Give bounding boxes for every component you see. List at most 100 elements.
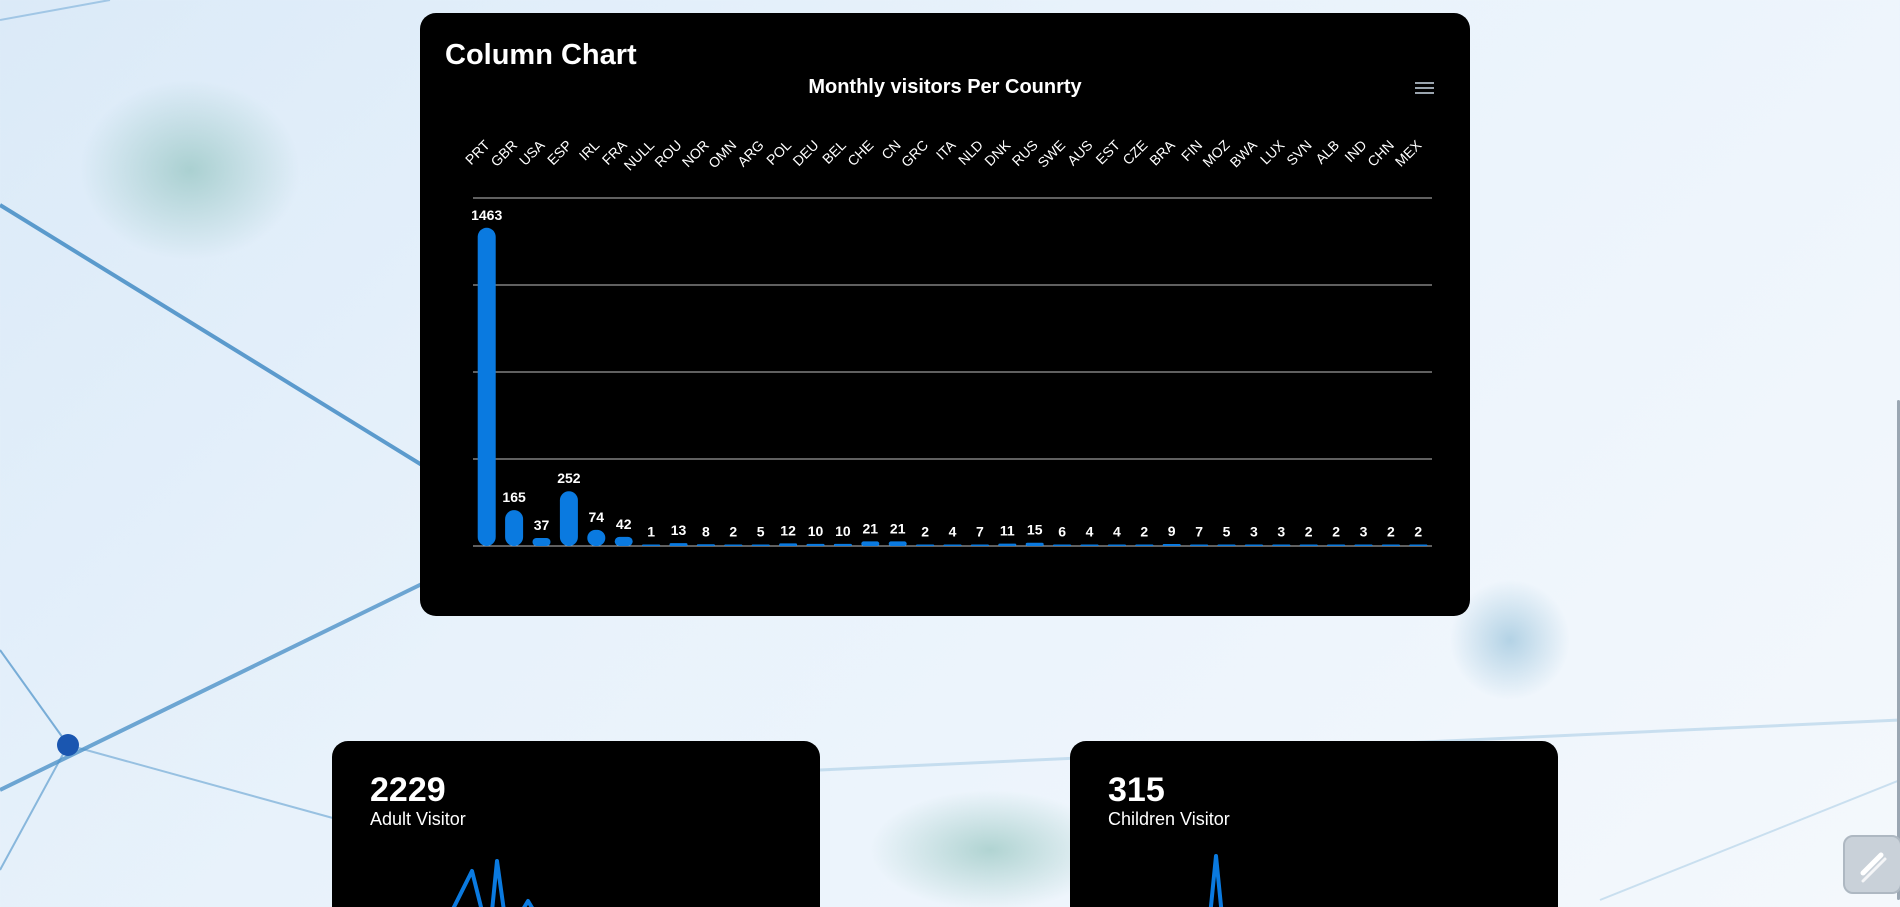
bar-data-label: 7 <box>976 523 984 539</box>
bar-data-label: 2 <box>1332 524 1340 540</box>
x-tick-label: BWA <box>1227 136 1261 170</box>
chart-bar[interactable] <box>1381 544 1400 547</box>
chart-bar[interactable] <box>696 544 715 546</box>
chart-bar[interactable] <box>614 536 633 546</box>
chart-bar[interactable] <box>669 543 688 546</box>
chart-bar[interactable] <box>505 510 524 546</box>
chart-bar[interactable] <box>998 543 1017 546</box>
x-tick-label: NLD <box>955 137 986 168</box>
chart-bar[interactable] <box>1409 544 1428 547</box>
x-tick-label: USA <box>516 136 548 168</box>
bar-data-label: 1463 <box>471 207 502 223</box>
bar-data-label: 15 <box>1027 522 1043 538</box>
bar-data-label: 1 <box>647 524 655 540</box>
chart-bar[interactable] <box>1135 544 1154 547</box>
bar-data-label: 165 <box>502 489 526 505</box>
chart-bar[interactable] <box>724 544 743 547</box>
chart-bar[interactable] <box>642 544 661 547</box>
x-tick-label: CHN <box>1364 137 1397 170</box>
bar-data-label: 37 <box>534 517 550 533</box>
x-tick-label: EST <box>1092 136 1123 167</box>
bar-data-label: 2 <box>921 524 929 540</box>
page-scrollbar[interactable] <box>1896 0 1900 907</box>
chart-bar[interactable] <box>1244 544 1263 547</box>
chart-bar[interactable] <box>1272 544 1291 547</box>
bar-data-label: 12 <box>780 522 796 538</box>
bar-data-label: 2 <box>729 524 737 540</box>
bar-data-label: 4 <box>949 524 957 540</box>
chart-bar[interactable] <box>779 543 798 546</box>
x-tick-label: ALB <box>1312 137 1342 167</box>
bar-data-label: 2 <box>1414 524 1422 540</box>
chart-bar[interactable] <box>532 537 551 546</box>
column-chart-card: Column Chart Monthly visitors Per Counrt… <box>420 13 1470 616</box>
bar-data-label: 9 <box>1168 523 1176 539</box>
x-tick-label: BEL <box>819 137 849 167</box>
bar-data-label: 252 <box>557 470 581 486</box>
x-tick-label: ROU <box>651 137 684 170</box>
chart-bar[interactable] <box>1162 544 1181 546</box>
bar-data-label: 3 <box>1360 524 1368 540</box>
chart-bar[interactable] <box>806 543 825 546</box>
chart-bar[interactable] <box>1299 544 1318 547</box>
chart-bar[interactable] <box>970 544 989 546</box>
chart-bar[interactable] <box>477 227 496 547</box>
adult-visitor-label: Adult Visitor <box>370 809 466 829</box>
x-tick-label: POL <box>763 137 794 168</box>
x-tick-label: NOR <box>679 137 712 170</box>
adult-visitor-count: 2229 <box>370 771 446 809</box>
chart-bar[interactable] <box>943 544 962 547</box>
bar-data-label: 4 <box>1086 524 1094 540</box>
chart-bar[interactable] <box>1327 544 1346 547</box>
x-tick-label: MOZ <box>1199 136 1233 170</box>
bar-data-label: 10 <box>835 523 851 539</box>
bar-data-label: 13 <box>671 522 687 538</box>
bar-data-label: 21 <box>863 520 879 536</box>
x-tick-label: SVN <box>1283 137 1315 169</box>
chart-bar[interactable] <box>1107 544 1126 547</box>
chart-bar[interactable] <box>1053 544 1072 547</box>
x-tick-label: BRA <box>1146 136 1178 168</box>
column-chart-plot: 1463PRT165GBR37USA252ESP74IRL42FRA1NULL1… <box>462 136 1432 547</box>
page-scrollbar-thumb[interactable] <box>1897 400 1900 900</box>
hamburger-menu-icon[interactable] <box>1412 79 1436 99</box>
x-tick-label: PRT <box>462 136 493 167</box>
chart-bar[interactable] <box>888 541 907 546</box>
adult-visitor-card: 2229 Adult Visitor <box>332 741 820 907</box>
bar-data-label: 4 <box>1113 524 1121 540</box>
chart-bar[interactable] <box>1217 544 1236 547</box>
bar-data-label: 8 <box>702 523 710 539</box>
x-tick-label: CZE <box>1119 137 1150 168</box>
chart-bar[interactable] <box>751 544 770 547</box>
x-tick-label: ARG <box>734 137 767 170</box>
chart-bar[interactable] <box>861 541 880 546</box>
chart-bar[interactable] <box>1080 544 1099 547</box>
chart-bar[interactable] <box>916 544 935 547</box>
pen-icon <box>1860 852 1887 883</box>
x-tick-label: NULL <box>621 137 658 174</box>
x-tick-label: SWE <box>1034 137 1068 171</box>
bar-data-label: 5 <box>1223 524 1231 540</box>
bar-data-label: 2 <box>1305 524 1313 540</box>
adult-visitor-sparkline <box>451 859 534 907</box>
bar-data-label: 10 <box>808 523 824 539</box>
floating-action-button[interactable] <box>1843 835 1900 894</box>
x-tick-label: IRL <box>576 137 603 164</box>
chart-bar[interactable] <box>1354 544 1373 547</box>
bar-data-label: 42 <box>616 516 632 532</box>
x-tick-label: GRC <box>898 137 931 170</box>
chart-bar[interactable] <box>587 529 606 546</box>
x-tick-label: CHE <box>844 137 876 169</box>
x-tick-label: ITA <box>933 136 959 162</box>
x-tick-label: IND <box>1341 137 1369 165</box>
chart-bar[interactable] <box>559 491 578 546</box>
x-tick-label: ESP <box>544 137 575 168</box>
chart-title: Monthly visitors Per Counrty <box>808 76 1082 98</box>
chart-bar[interactable] <box>1190 544 1209 546</box>
bar-data-label: 3 <box>1250 524 1258 540</box>
chart-bar[interactable] <box>833 543 852 546</box>
chart-bar[interactable] <box>1025 542 1044 546</box>
x-tick-label: LUX <box>1257 136 1288 167</box>
bar-data-label: 5 <box>757 524 765 540</box>
bar-data-label: 2 <box>1387 524 1395 540</box>
